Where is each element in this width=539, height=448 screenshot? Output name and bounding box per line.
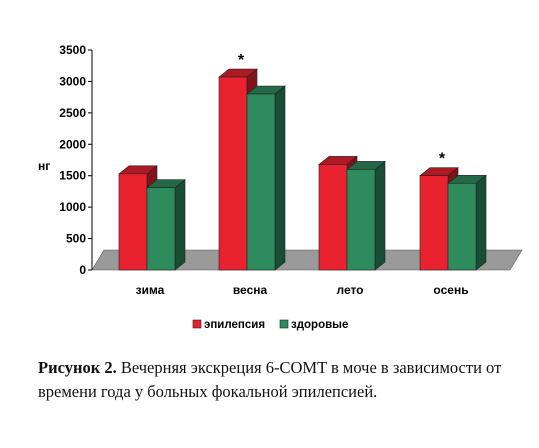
x-tick-label: зима — [136, 283, 165, 297]
legend-label: эпилепсия — [204, 319, 265, 331]
y-axis-label: нг — [38, 159, 50, 173]
bar-здоровые-осень — [447, 182, 477, 271]
bar-эпилепсия-осень — [419, 175, 449, 271]
bar-side-здоровые — [475, 174, 487, 271]
legend-label: здоровые — [291, 319, 348, 331]
x-tick-label: осень — [433, 283, 468, 297]
significance-mark: * — [238, 52, 245, 69]
figure-caption: Рисунок 2. Вечерняя экскреция 6-COMT в м… — [38, 356, 508, 404]
caption-text: Вечерняя экскреция 6-COMT в моче в завис… — [38, 358, 502, 401]
y-tick-label: 2000 — [59, 137, 86, 151]
bar-side-здоровые — [174, 179, 186, 271]
y-tick-label: 3500 — [59, 43, 86, 57]
significance-mark: * — [439, 151, 446, 168]
legend-swatch-эпилепсия — [192, 319, 202, 329]
bar-эпилепсия-лето — [318, 164, 348, 271]
x-tick-label: лето — [336, 283, 363, 297]
y-tick-label: 500 — [66, 232, 86, 246]
bar-эпилепсия-зима — [118, 173, 148, 271]
caption-label: Рисунок 2. — [38, 358, 117, 377]
x-tick-label: весна — [233, 283, 268, 297]
bar-здоровые-лето — [346, 169, 376, 271]
y-tick-label: 1500 — [59, 169, 86, 183]
y-tick-label: 2500 — [59, 106, 86, 120]
legend-swatch-здоровые — [279, 319, 289, 329]
bar-здоровые-зима — [146, 187, 176, 271]
y-tick-label: 1000 — [59, 200, 86, 214]
bar-эпилепсия-весна — [218, 76, 248, 271]
bar-side-здоровые — [274, 85, 286, 271]
bar-здоровые-весна — [246, 93, 276, 271]
y-tick-label: 0 — [79, 263, 86, 277]
bar-side-здоровые — [374, 160, 386, 271]
y-tick-label: 3000 — [59, 74, 86, 88]
